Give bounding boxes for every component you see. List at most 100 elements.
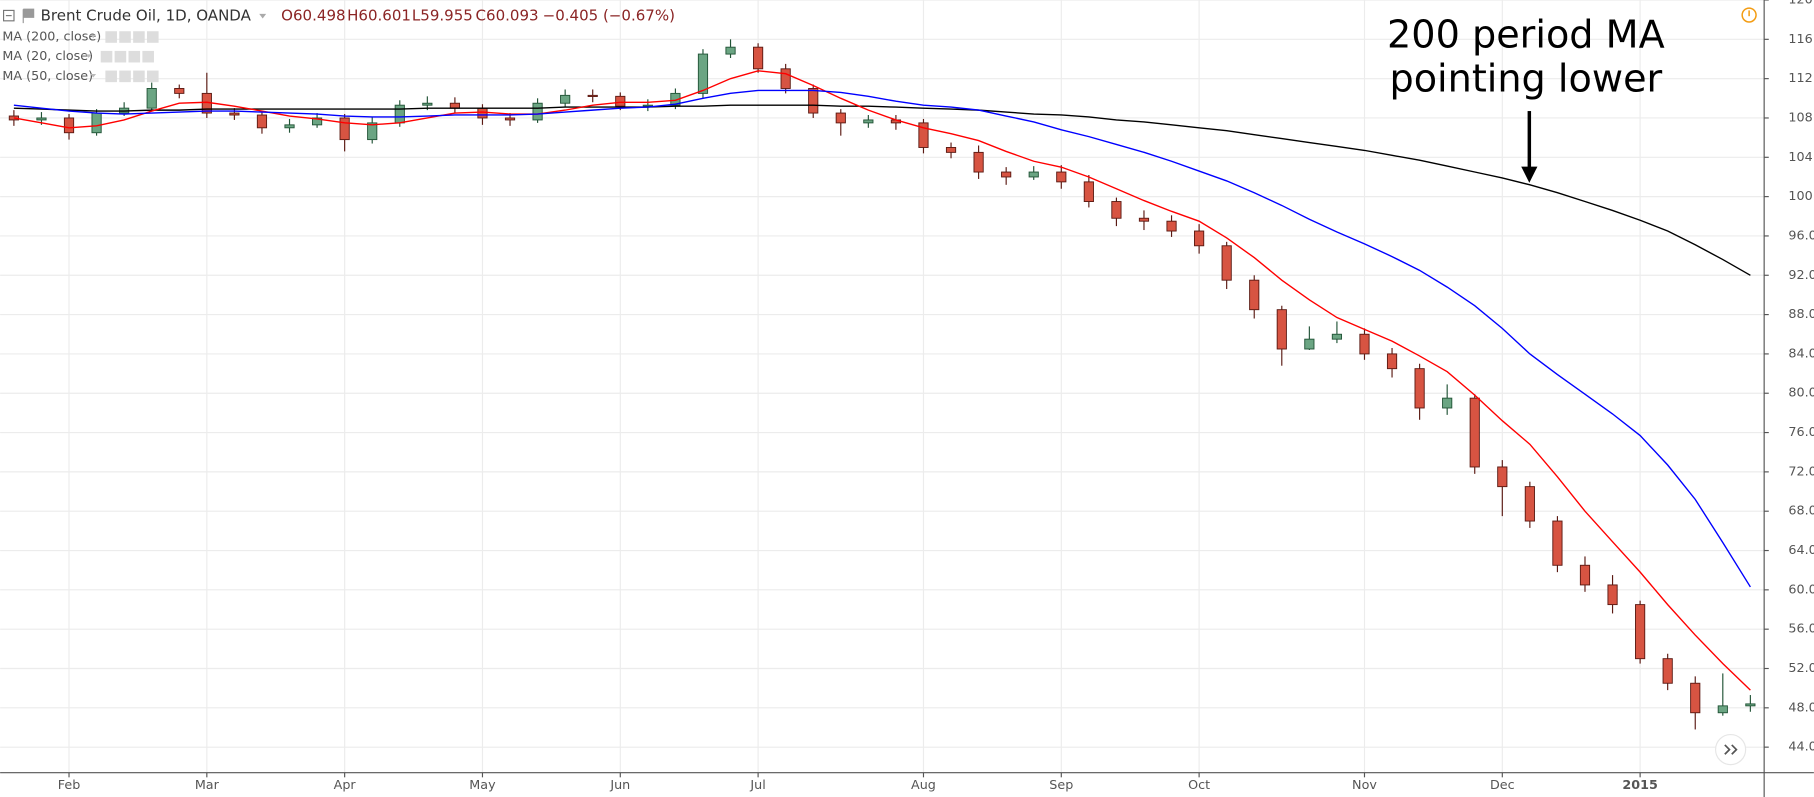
candle-body [1717,705,1728,714]
y-tick-label: 64.000 [1788,542,1814,557]
x-tick-label: Nov [1352,777,1377,792]
candle-body [146,88,157,109]
candle-body [753,46,764,70]
candle-body [863,119,874,124]
candle-body [1386,353,1398,370]
candle-body [973,151,984,173]
y-tick-label: 88.000 [1788,306,1814,321]
candle-body [1497,466,1508,488]
x-tick-label: Dec [1490,777,1515,792]
y-tick-label: 116.000 [1788,31,1814,46]
candle-body [1579,564,1591,586]
candle-body [339,117,350,141]
legend-button[interactable] [133,70,145,83]
candle-body [1083,181,1094,202]
candle-body [945,147,957,153]
legend-button[interactable] [105,70,117,83]
candle-body [229,112,240,116]
candle-body [1194,230,1205,247]
y-tick-label: 52.000 [1788,660,1814,675]
candle-body [1001,171,1012,178]
candle-body [367,122,378,141]
y-tick-label: 60.000 [1788,581,1814,596]
axes: 44.000 48.000 52.000 56.000 60.000 64.000 68.0… [58,0,1814,792]
candle-body [808,88,819,114]
x-tick-label: Oct [1188,777,1210,792]
y-tick-label: 120.000 [1788,0,1814,7]
legend-button[interactable] [133,31,145,43]
x-tick-label: Apr [334,777,357,792]
symbol-title: Brent Crude Oil, 1D, OANDA [41,7,252,25]
legend-button[interactable] [128,50,141,63]
dropdown-icon[interactable] [259,13,267,19]
alert-icon[interactable] [1741,7,1757,23]
candle-body [1524,486,1535,522]
candle-body [1690,682,1701,714]
x-tick-label: Jul [749,777,765,792]
x-tick-label: Sep [1049,777,1073,792]
annotation: pointing lower [1389,57,1662,101]
legend-button[interactable] [147,70,159,83]
candle-body [1745,703,1756,707]
candle-body [1662,658,1673,684]
candle-body [918,122,929,148]
y-tick-label: 68.000 [1788,503,1814,518]
candle-body [91,112,102,134]
legend-button[interactable] [105,31,117,43]
candle-body [1414,368,1425,409]
legend-button[interactable] [114,50,127,63]
legend-button[interactable] [119,70,131,83]
candle-body [532,102,543,121]
legend-dropdown[interactable] [90,74,97,78]
x-tick-label: Aug [911,777,936,792]
legend-label: MA (50, close) [2,68,93,83]
x-tick-label: May [469,777,496,792]
candle-body [1028,171,1039,178]
collapse-button[interactable] [3,9,15,22]
candle-body [1249,279,1260,311]
candle-body [449,102,460,109]
candle-body [1111,201,1122,219]
candle-body [1304,338,1315,350]
ohlc-value: −0.405 (−0.67%) [543,7,675,25]
y-tick-label: 100.000 [1788,188,1814,203]
candle-body [36,117,47,121]
candle-body [284,124,295,129]
candle-body [1331,333,1343,340]
candle-body [1138,217,1150,222]
candle-body [504,117,516,121]
legend-button[interactable] [100,50,113,63]
legend-button[interactable] [142,50,154,63]
legend-dropdown[interactable] [90,34,97,39]
y-tick-label: 84.000 [1788,345,1814,360]
y-tick-label: 80.000 [1788,385,1814,400]
candle-body [1442,397,1453,409]
candle-body [394,104,405,124]
x-tick-label: Feb [58,777,81,792]
moving-average-line [13,89,1751,588]
candle-body [174,88,185,94]
plot-area [8,39,1756,730]
annotation: 200 period MA [1387,14,1665,58]
candle-body [477,107,488,119]
candle-body [422,102,433,106]
legend-dropdown[interactable] [85,54,92,58]
flag-icon[interactable] [22,8,35,24]
annotation-arrowhead [1521,166,1538,183]
candle-body [587,94,598,97]
legend-button[interactable] [147,31,159,43]
grid [0,0,1765,773]
y-tick-label: 104.000 [1788,149,1814,164]
candle-body [1276,309,1287,350]
legend-label: MA (200, close) [2,29,101,44]
legend-label: MA (20, close) [2,48,93,63]
y-tick-label: 96.000 [1788,227,1814,242]
ohlc-readout: O60.498 H60.601 L59.955 C60.093 −0.405 (−0.6… [281,7,675,25]
candle-body [1469,397,1480,468]
legend-button[interactable] [119,31,131,43]
y-tick-label: 92.000 [1788,267,1814,282]
candle-body [560,94,571,104]
candle-body [725,46,736,55]
x-tick-label: 2015 [1622,777,1657,792]
